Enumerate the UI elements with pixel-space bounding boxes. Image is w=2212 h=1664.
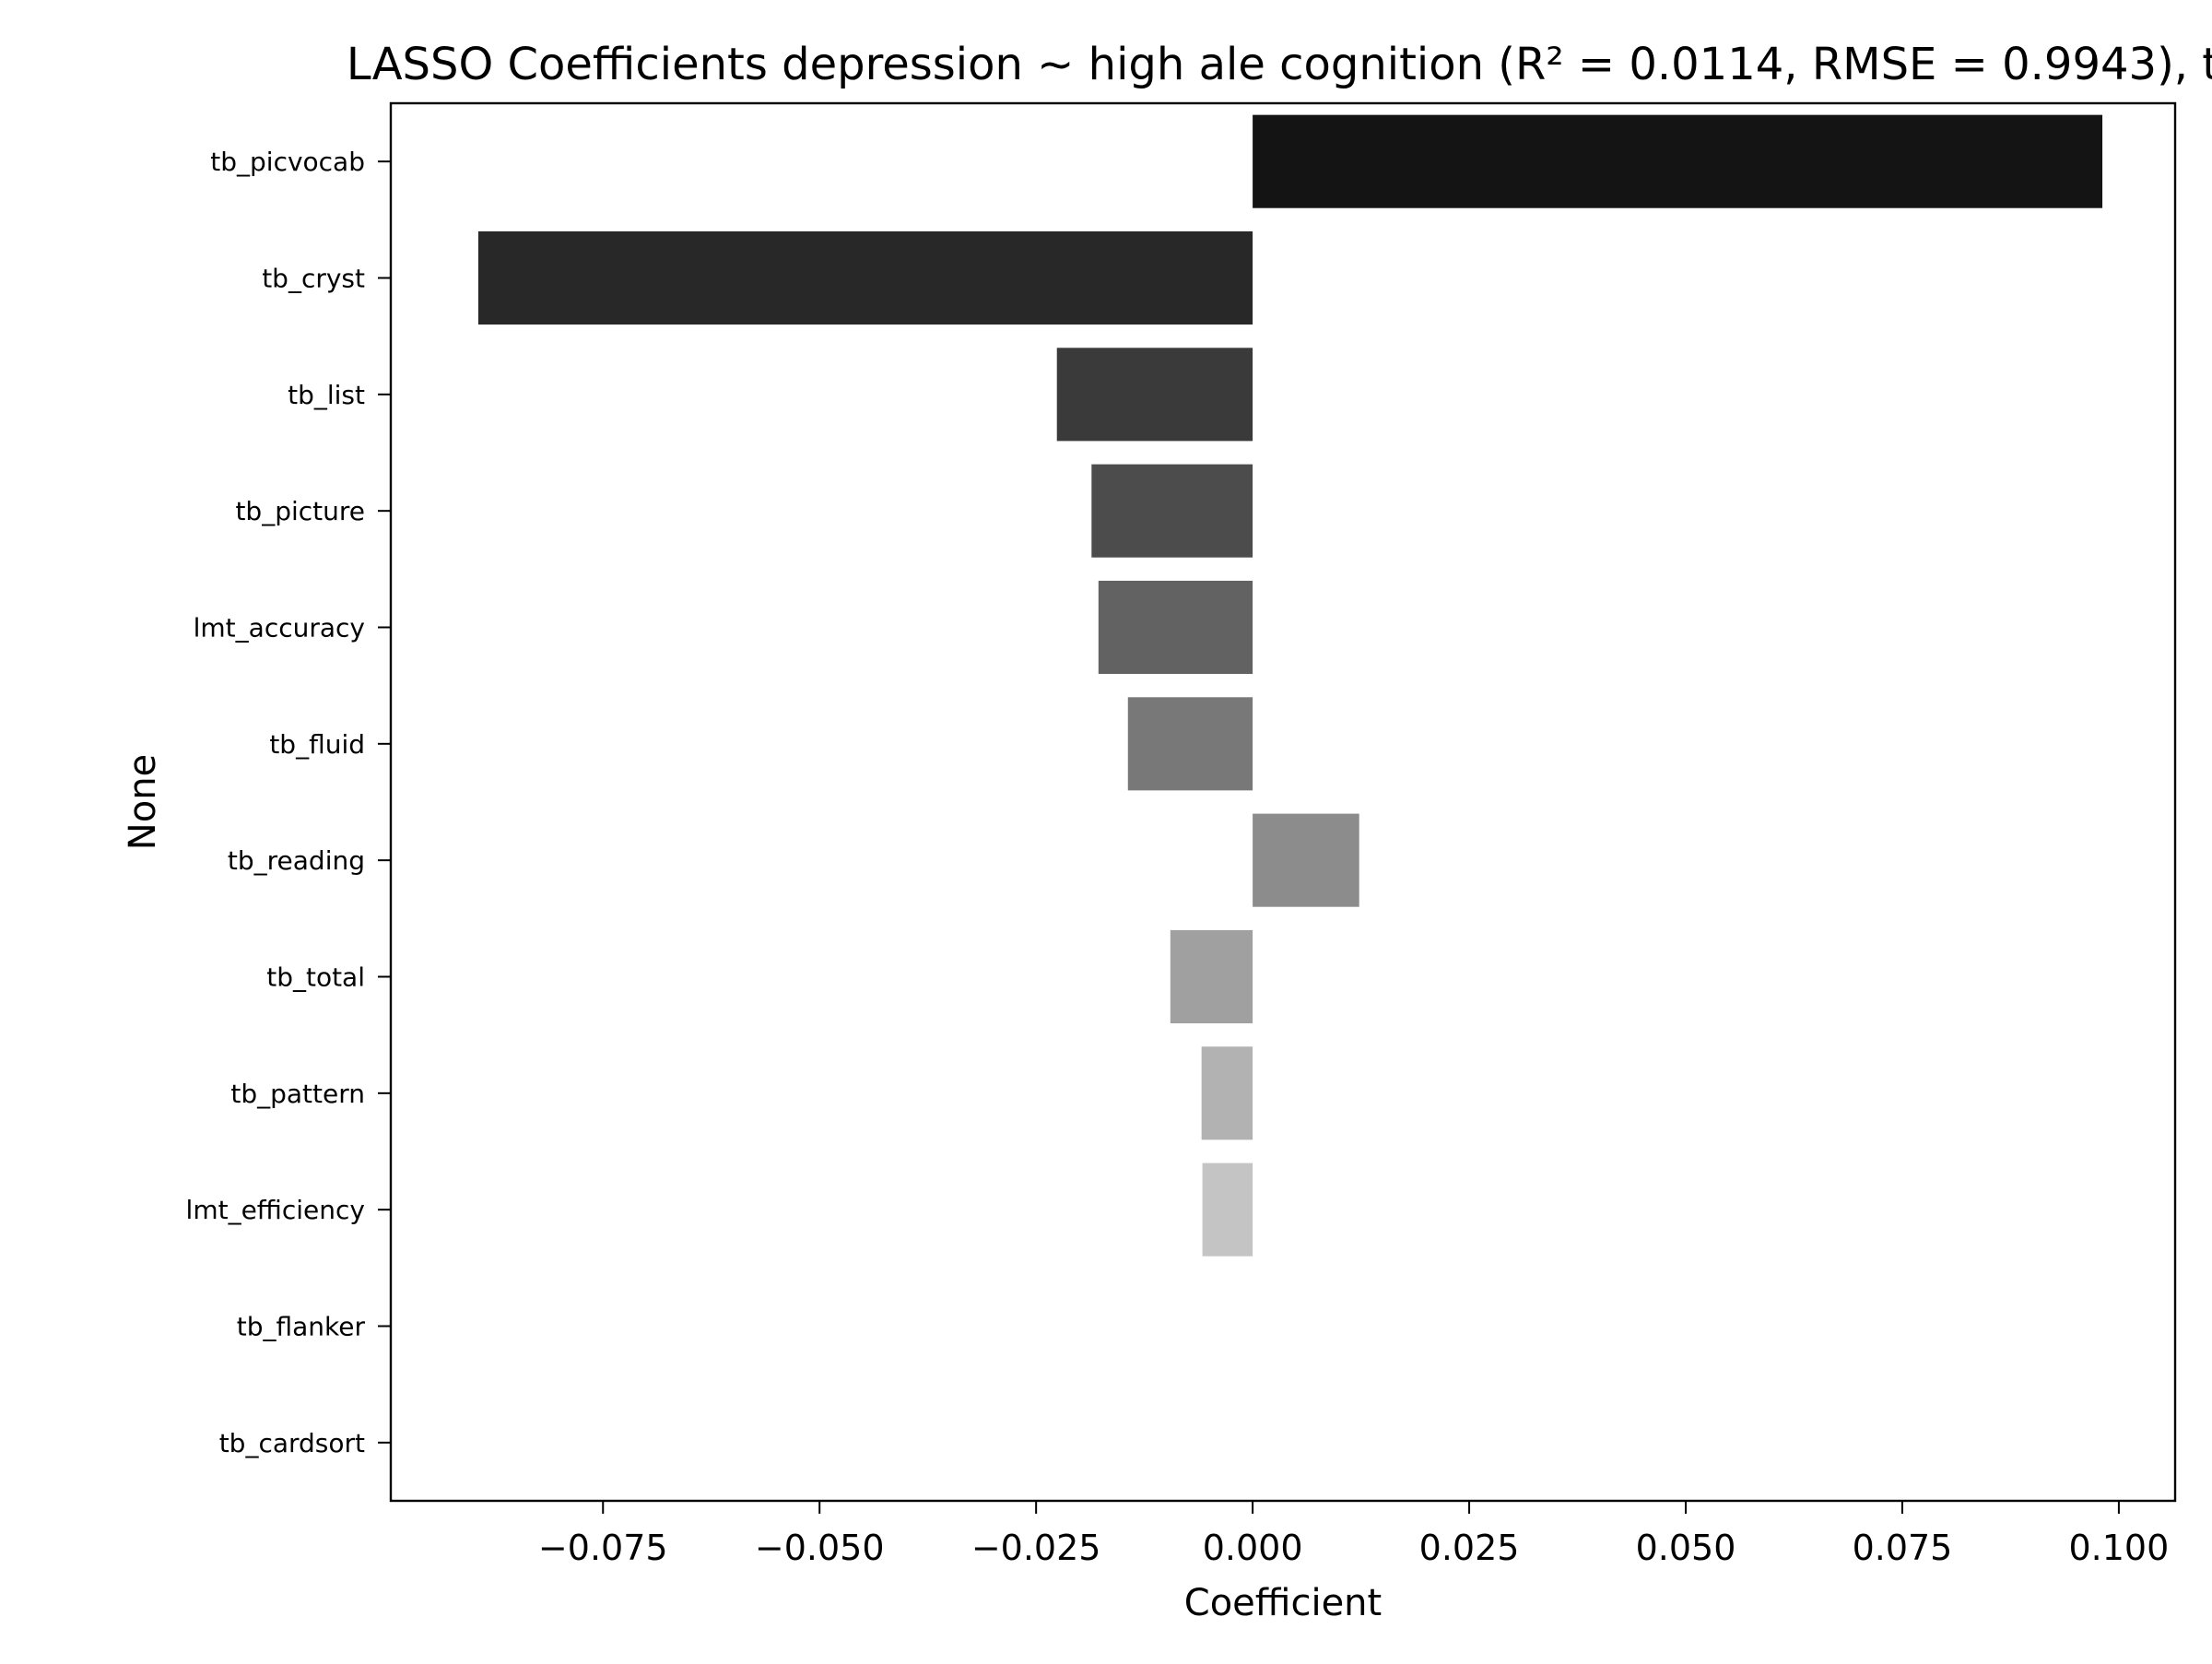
- y-tick-label: tb_list: [288, 380, 365, 410]
- x-tick-label: −0.025: [971, 1528, 1101, 1568]
- bar-lmt-accuracy: [1098, 580, 1253, 675]
- x-tick-label: −0.075: [538, 1528, 668, 1568]
- bar-tb-pattern: [1201, 1046, 1253, 1140]
- bar-lmt-efficiency: [1202, 1162, 1253, 1257]
- y-tick-label: tb_picture: [235, 496, 365, 526]
- y-tick-label: tb_total: [266, 962, 365, 993]
- x-tick-label: 0.075: [1853, 1528, 1953, 1568]
- x-tick-label: −0.050: [755, 1528, 885, 1568]
- bar-tb-cryst: [477, 230, 1253, 325]
- y-axis-label: None: [122, 754, 164, 850]
- bars-group: [477, 114, 2103, 1257]
- y-tick-label: tb_reading: [228, 845, 365, 876]
- bar-tb-fluid: [1127, 697, 1253, 791]
- bar-tb-picvocab: [1253, 114, 2103, 208]
- y-tick-label: lmt_efficiency: [186, 1195, 365, 1225]
- x-tick-label: 0.000: [1203, 1528, 1303, 1568]
- y-tick-label: tb_picvocab: [210, 147, 365, 177]
- y-tick-label: tb_fluid: [269, 729, 365, 760]
- x-axis-label: Coefficient: [1184, 1582, 1382, 1624]
- bar-tb-picture: [1091, 464, 1253, 558]
- x-tick-label: 0.025: [1419, 1528, 1520, 1568]
- y-tick-label: tb_pattern: [230, 1079, 365, 1109]
- bar-tb-list: [1056, 348, 1253, 442]
- y-tick-label: tb_cardsort: [219, 1428, 365, 1458]
- x-tick-label: 0.100: [2069, 1528, 2170, 1568]
- y-tick-label: tb_cryst: [262, 264, 365, 294]
- plot-frame: [389, 101, 2177, 1503]
- x-tick-label: 0.050: [1636, 1528, 1736, 1568]
- bar-tb-reading: [1253, 813, 1359, 907]
- chart-title: LASSO Coefficients depression ~ high ale…: [347, 39, 2212, 90]
- bar-tb-total: [1170, 929, 1253, 1024]
- y-ticks-group: tb_picvocab tb_cryst tb_list tb_picture lmt_…: [186, 147, 391, 1458]
- y-tick-label: lmt_accuracy: [194, 613, 365, 643]
- y-tick-label: tb_flanker: [237, 1312, 366, 1342]
- x-ticks-group: −0.075 −0.050 −0.025 0.000 0.025 0.050 0.075 0.…: [538, 1501, 2169, 1568]
